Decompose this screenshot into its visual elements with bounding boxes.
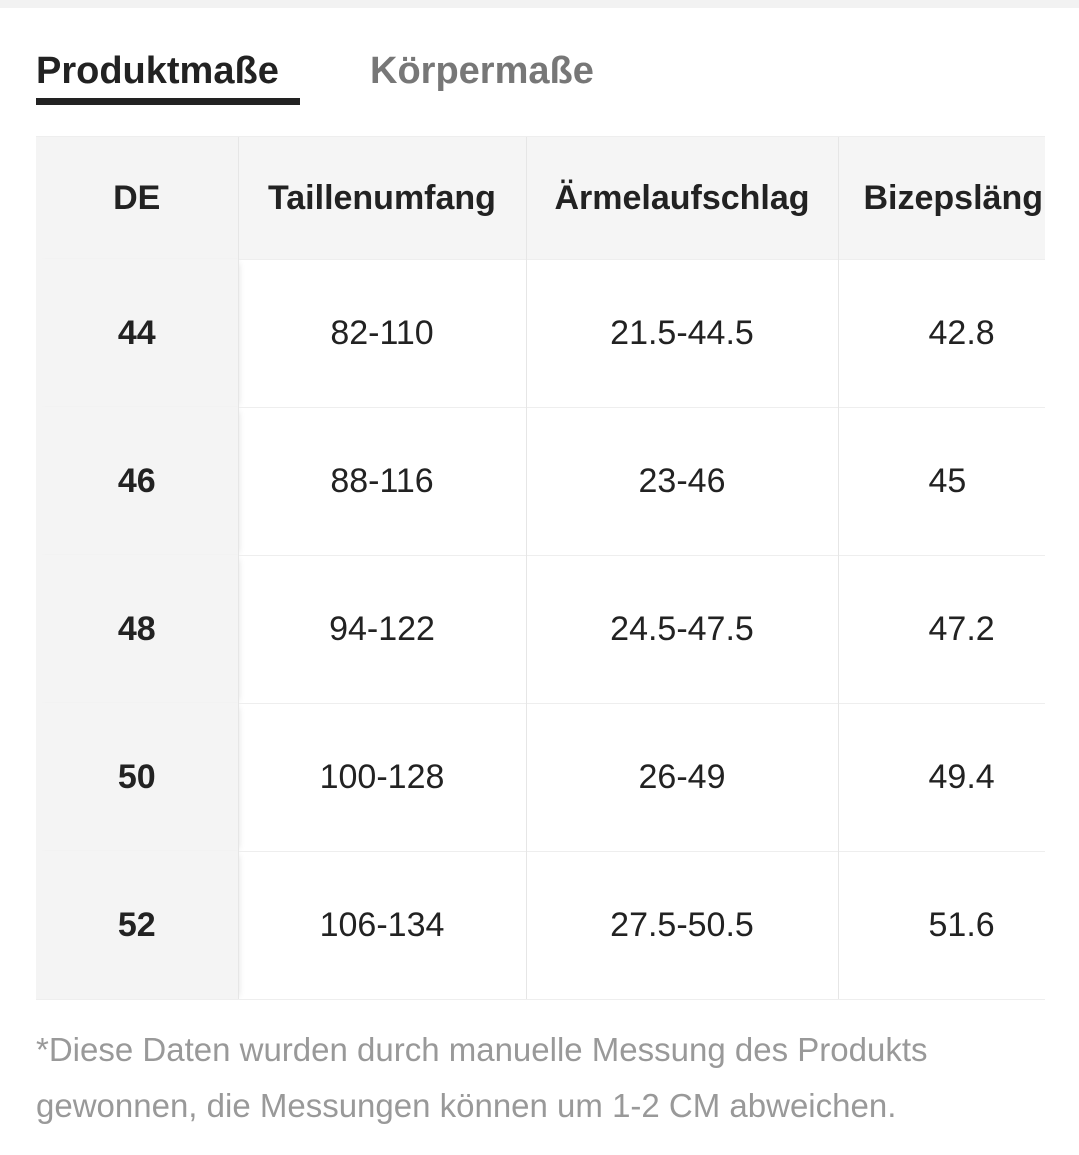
size-table: DE Taillenumfang Ärmelaufschlag Bizepsläng … <box>36 136 1045 1000</box>
table-cell: 23-46 <box>525 407 838 556</box>
header-row: DE Taillenumfang Ärmelaufschlag Bizepsläng <box>36 137 1045 260</box>
table-row: 50 100-128 26-49 49.4 <box>36 703 1045 852</box>
table-cell: 44 <box>36 259 238 408</box>
table-cell: 45 <box>837 407 1045 556</box>
table-cell: 100-128 <box>237 703 526 852</box>
header-cell: DE <box>36 137 238 260</box>
table-cell: 88-116 <box>237 407 526 556</box>
table-cell: 50 <box>36 703 238 852</box>
table-cell: 47.2 <box>837 555 1045 704</box>
table-cell: 49.4 <box>837 703 1045 852</box>
table-cell: 21.5-44.5 <box>525 259 838 408</box>
table-row: 52 106-134 27.5-50.5 51.6 <box>36 851 1045 999</box>
tab[interactable]: Produktmaße <box>36 50 279 92</box>
table-cell: 48 <box>36 555 238 704</box>
table-body: 44 82-110 21.5-44.5 42.8 46 88-116 23-46 45 48 94… <box>36 259 1045 999</box>
header-cell: Bizepsläng <box>837 137 1045 260</box>
top-strip <box>0 0 1079 8</box>
table: DE Taillenumfang Ärmelaufschlag Bizepsläng … <box>36 137 1045 999</box>
table-cell: 27.5-50.5 <box>525 851 838 999</box>
footnote-line: gewonnen, die Messungen können um 1-2 CM… <box>36 1087 897 1124</box>
header-cell: Taillenumfang <box>237 137 526 260</box>
header-cell: Ärmelaufschlag <box>525 137 838 260</box>
table-row: 44 82-110 21.5-44.5 42.8 <box>36 259 1045 408</box>
table-cell: 52 <box>36 851 238 999</box>
table-cell: 46 <box>36 407 238 556</box>
table-row: 46 88-116 23-46 45 <box>36 407 1045 556</box>
table-row: 48 94-122 24.5-47.5 47.2 <box>36 555 1045 704</box>
table-cell: 42.8 <box>837 259 1045 408</box>
table-cell: 94-122 <box>237 555 526 704</box>
tab[interactable]: Körpermaße <box>370 50 594 92</box>
table-cell: 24.5-47.5 <box>525 555 838 704</box>
tab-underline <box>36 98 300 105</box>
table-cell: 26-49 <box>525 703 838 852</box>
footnote-line: *Diese Daten wurden durch manuelle Messu… <box>36 1031 928 1068</box>
footnote: *Diese Daten wurden durch manuelle Messu… <box>36 1022 927 1134</box>
table-cell: 82-110 <box>237 259 526 408</box>
table-cell: 51.6 <box>837 851 1045 999</box>
table-cell: 106-134 <box>237 851 526 999</box>
